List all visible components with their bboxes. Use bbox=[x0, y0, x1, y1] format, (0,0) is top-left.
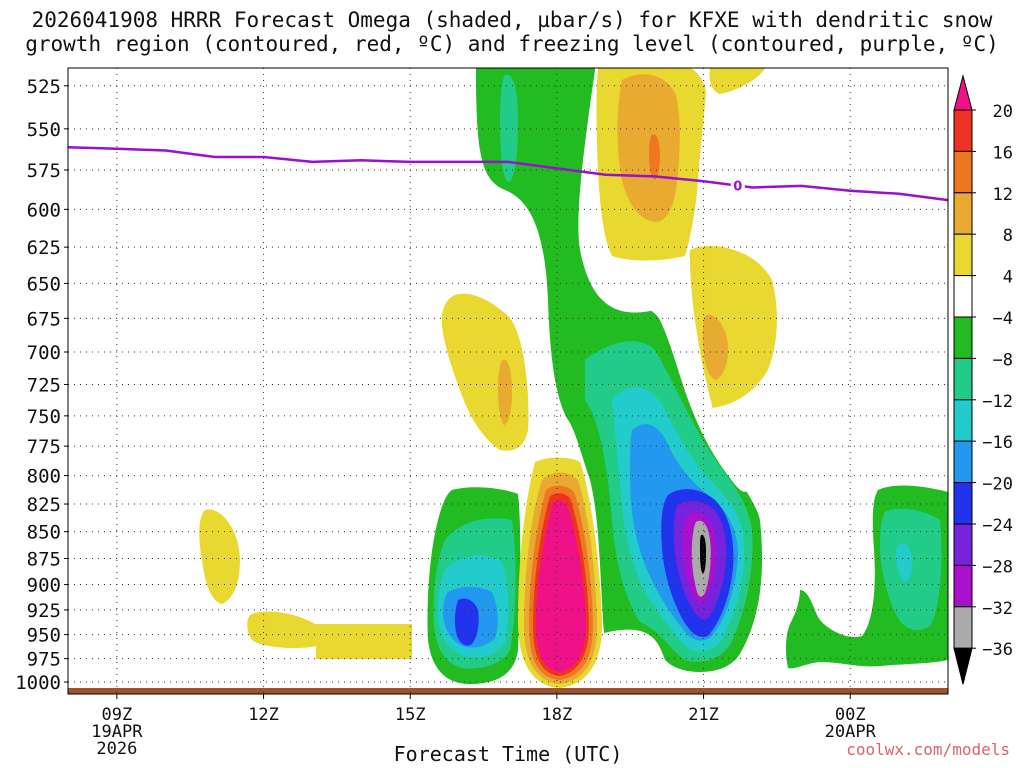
colorbar-label: 20 bbox=[993, 102, 1013, 122]
y-tick-label: 725 bbox=[27, 374, 61, 396]
y-tick-label: 850 bbox=[27, 522, 61, 544]
y-tick-label: 825 bbox=[27, 494, 61, 516]
x-tick-label: 21Z bbox=[688, 705, 719, 725]
colorbar-swatch bbox=[953, 316, 973, 359]
x-tick-label: 2026 bbox=[96, 739, 137, 759]
omega-fill-neg-8-upper bbox=[500, 74, 518, 182]
y-tick-label: 775 bbox=[27, 436, 61, 458]
colorbar-swatch bbox=[953, 606, 973, 649]
omega-fill-pos-20 bbox=[536, 500, 586, 672]
colorbar-label: −36 bbox=[982, 640, 1013, 660]
x-tick-label: 09Z bbox=[102, 705, 133, 725]
y-tick-label: 575 bbox=[27, 160, 61, 182]
omega-fill-pos-upper-12 bbox=[649, 134, 660, 180]
y-tick-label: 525 bbox=[27, 76, 61, 98]
colorbar-label: −28 bbox=[982, 557, 1013, 577]
omega-fill-pos-upper-8 bbox=[617, 74, 680, 222]
y-tick-label: 950 bbox=[27, 625, 61, 647]
y-tick-label: 875 bbox=[27, 548, 61, 570]
y-tick-label: 625 bbox=[27, 237, 61, 259]
y-tick-label: 1000 bbox=[15, 672, 61, 694]
omega-fill-pos-topright bbox=[709, 68, 765, 94]
colorbar-label: −12 bbox=[982, 392, 1013, 412]
freezing-level-line bbox=[67, 145, 949, 202]
colorbar-label: −8 bbox=[993, 350, 1013, 370]
freezing-level-label-group: 0 bbox=[730, 178, 745, 195]
colorbar-swatch bbox=[953, 150, 973, 194]
y-tick-label: 925 bbox=[27, 600, 61, 622]
x-axis-label-text: Forecast Time (UTC) bbox=[393, 742, 623, 766]
y-tick-label: 975 bbox=[27, 649, 61, 671]
x-tick-label: 18Z bbox=[542, 705, 573, 725]
omega-fill-pos-right-8 bbox=[702, 314, 729, 380]
x-axis-label: Forecast Time (UTC) bbox=[0, 742, 1024, 766]
colorbar-label: 12 bbox=[993, 185, 1013, 205]
plot-frame bbox=[67, 67, 949, 695]
chart-title-line-2: growth region (contoured, red, ºC) and f… bbox=[25, 32, 999, 56]
y-tick-label: 675 bbox=[27, 308, 61, 330]
y-axis-ticks: 525 550 575 600 625 650 675 700 725 750 775 800 825 8… bbox=[15, 76, 68, 694]
colorbar-label: −4 bbox=[993, 309, 1013, 329]
y-tick-label: 750 bbox=[27, 406, 61, 428]
colorbar-swatch bbox=[953, 275, 973, 318]
omega-fill-positive-lowlevel bbox=[247, 611, 412, 659]
x-tick-label: 15Z bbox=[395, 705, 426, 725]
omega-fill-neg-36 bbox=[700, 534, 706, 574]
omega-shading bbox=[199, 68, 948, 688]
x-tick-label: 20APR bbox=[825, 722, 877, 742]
chart-title: 2026041908 HRRR Forecast Omega (shaded, … bbox=[0, 8, 1024, 56]
y-tick-label: 800 bbox=[27, 466, 61, 488]
colorbar-swatch bbox=[953, 357, 973, 401]
colorbar-label: −24 bbox=[982, 516, 1013, 536]
colorbar-swatch bbox=[953, 109, 973, 152]
colorbar-label: 8 bbox=[1003, 226, 1013, 246]
colorbar-label: −20 bbox=[982, 475, 1013, 495]
x-tick-label: 00Z bbox=[835, 705, 866, 725]
credit-text: coolwx.com/models bbox=[846, 740, 1010, 759]
omega-fill-positive-small bbox=[199, 509, 240, 604]
y-tick-label: 550 bbox=[27, 119, 61, 141]
colorbar-label: −16 bbox=[982, 433, 1013, 453]
colorbar-swatch bbox=[953, 399, 973, 442]
colorbar-top-triangle bbox=[953, 74, 973, 111]
colorbar-label: 16 bbox=[993, 143, 1013, 163]
chart-title-line-1: 2026041908 HRRR Forecast Omega (shaded, … bbox=[31, 8, 993, 32]
freezing-level-label: 0 bbox=[733, 180, 742, 195]
colorbar-swatch bbox=[953, 192, 973, 235]
y-tick-label: 600 bbox=[27, 199, 61, 221]
omega-fill-neg-12-right bbox=[896, 543, 913, 582]
omega-fill-pos-midlevel-core bbox=[498, 359, 512, 425]
colorbar-swatch bbox=[953, 482, 973, 525]
colorbar-swatch bbox=[953, 523, 973, 566]
ground-strip bbox=[68, 688, 948, 694]
y-tick-label: 650 bbox=[27, 273, 61, 295]
colorbar-bottom-triangle bbox=[953, 647, 973, 685]
y-tick-label: 900 bbox=[27, 575, 61, 597]
freezing-level-label-bg bbox=[730, 178, 745, 193]
colorbar: 20 16 12 8 4 −4 −8 −12 −16 −20 −24 −28 −32 −36 bbox=[953, 74, 1013, 685]
colorbar-label: 4 bbox=[1003, 268, 1013, 288]
x-tick-label: 12Z bbox=[248, 705, 279, 725]
y-tick-label: 700 bbox=[27, 342, 61, 364]
colorbar-swatch bbox=[953, 564, 973, 608]
omega-fill-neg-20-lower bbox=[454, 598, 479, 646]
colorbar-swatch bbox=[953, 440, 973, 484]
colorbar-label: −32 bbox=[982, 599, 1013, 619]
colorbar-swatch bbox=[953, 233, 973, 277]
omega-gap-white bbox=[597, 256, 748, 492]
x-tick-label: 19APR bbox=[91, 722, 143, 742]
x-gridlines bbox=[116, 68, 851, 694]
